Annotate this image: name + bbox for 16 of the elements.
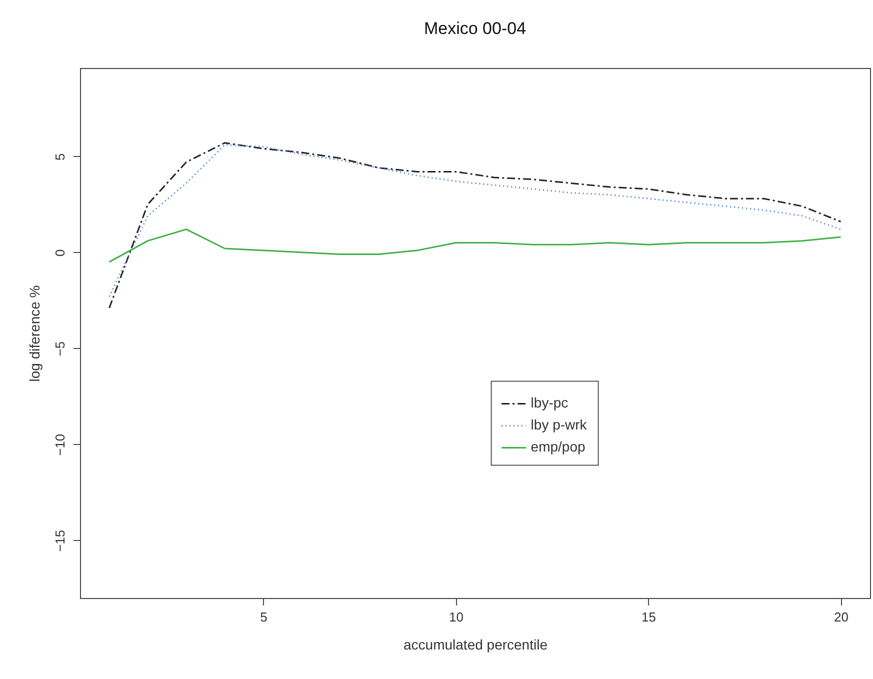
- chart-title: Mexico 00-04: [424, 19, 526, 38]
- legend-label: lby p-wrk: [530, 416, 588, 433]
- y-tick-label: −15: [52, 530, 68, 552]
- legend-label: emp/pop: [530, 438, 586, 455]
- x-tick-label: 10: [449, 610, 464, 624]
- y-tick-label: −10: [52, 434, 68, 456]
- legend-label: lby-pc: [530, 394, 568, 411]
- x-tick-label: 15: [642, 610, 656, 624]
- line-series: [108, 228, 842, 263]
- y-tick-label: −5: [52, 341, 68, 356]
- x-tick-label: 20: [834, 610, 848, 624]
- x-tick-label: 5: [260, 610, 268, 624]
- x-axis-title: accumulated percentile: [404, 636, 548, 652]
- y-axis-title: log diference %: [26, 285, 42, 382]
- y-tick-label: 0: [52, 249, 68, 256]
- y-tick-label: 5: [52, 153, 68, 160]
